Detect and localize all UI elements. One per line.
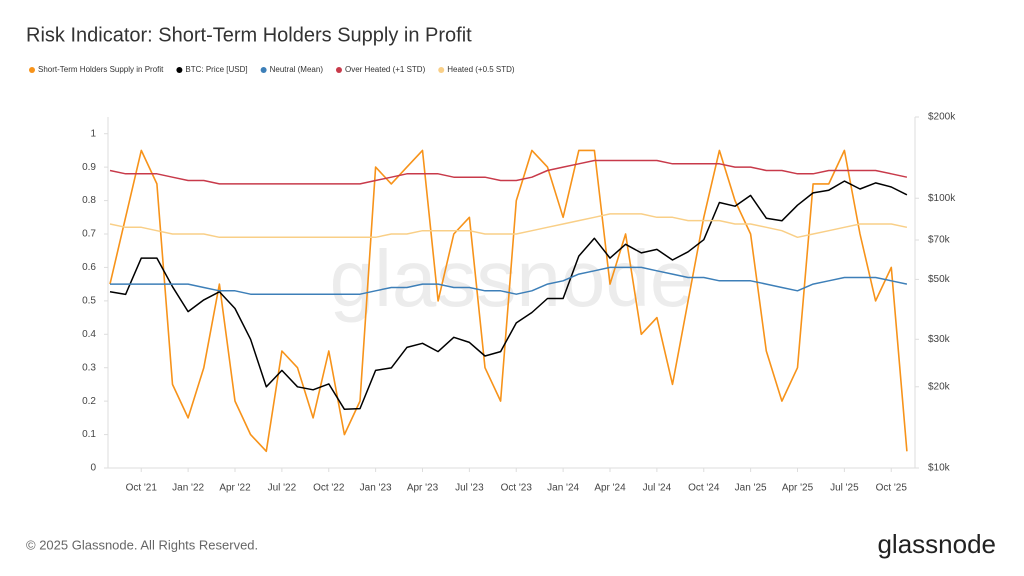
x-tick-label: Oct '25 bbox=[876, 483, 908, 494]
y-tick-label: 1 bbox=[90, 128, 96, 139]
y2-tick-label: $30k bbox=[928, 334, 951, 345]
y-tick-label: 0 bbox=[90, 463, 96, 474]
legend-marker bbox=[260, 67, 267, 73]
y-tick-label: 0.6 bbox=[82, 262, 96, 273]
legend-marker bbox=[29, 67, 35, 73]
x-tick-label: Jan '22 bbox=[172, 483, 204, 494]
x-tick-label: Jul '25 bbox=[830, 483, 859, 494]
y-tick-label: 0.4 bbox=[82, 329, 96, 340]
y2-tick-label: $50k bbox=[928, 274, 951, 285]
legend-label: Short-Term Holders Supply in Profit bbox=[38, 65, 164, 74]
series-line bbox=[109, 159, 908, 185]
series-line bbox=[110, 266, 908, 295]
legend-label: Neutral (Mean) bbox=[270, 65, 324, 74]
x-tick-label: Oct '23 bbox=[501, 483, 533, 494]
y-tick-label: 0.2 bbox=[82, 396, 96, 407]
y2-tick-label: $10k bbox=[928, 463, 951, 474]
y-tick-label: 0.1 bbox=[82, 429, 96, 440]
y-tick-label: 0.9 bbox=[82, 162, 96, 173]
y-tick-label: 0.7 bbox=[82, 229, 96, 240]
y-tick-label: 0.8 bbox=[82, 195, 96, 206]
y2-tick-label: $70k bbox=[928, 235, 951, 246]
x-tick-label: Apr '25 bbox=[782, 483, 814, 494]
x-tick-label: Jan '23 bbox=[360, 483, 392, 494]
copyright: © 2025 Glassnode. All Rights Reserved. bbox=[26, 537, 258, 552]
series-line bbox=[109, 149, 908, 453]
x-tick-label: Apr '24 bbox=[594, 483, 626, 494]
legend-label: BTC: Price [USD] bbox=[185, 65, 247, 74]
series-line bbox=[109, 180, 908, 411]
y-tick-label: 0.5 bbox=[82, 295, 96, 306]
x-tick-label: Oct '22 bbox=[313, 483, 345, 494]
y-tick-label: 0.3 bbox=[82, 362, 96, 373]
x-tick-label: Jan '24 bbox=[547, 483, 579, 494]
series-line bbox=[109, 213, 908, 239]
logo: glassnode bbox=[877, 529, 996, 559]
legend-marker bbox=[335, 67, 342, 73]
chart-title: Risk Indicator: Short-Term Holders Suppl… bbox=[26, 24, 472, 46]
x-tick-label: Oct '24 bbox=[688, 483, 720, 494]
x-tick-label: Jan '25 bbox=[735, 483, 767, 494]
y2-tick-label: $200k bbox=[928, 112, 956, 123]
x-tick-label: Apr '23 bbox=[407, 483, 439, 494]
legend-label: Over Heated (+1 STD) bbox=[345, 65, 426, 74]
y2-tick-label: $20k bbox=[928, 381, 951, 392]
x-tick-label: Jul '23 bbox=[455, 483, 484, 494]
x-tick-label: Oct '21 bbox=[126, 483, 158, 494]
x-tick-label: Apr '22 bbox=[219, 483, 251, 494]
x-tick-label: Jul '24 bbox=[643, 483, 672, 494]
legend-label: Heated (+0.5 STD) bbox=[447, 65, 515, 74]
x-tick-label: Jul '22 bbox=[268, 483, 297, 494]
legend-marker bbox=[176, 67, 183, 73]
y2-tick-label: $100k bbox=[928, 193, 956, 204]
legend-marker bbox=[438, 67, 445, 73]
